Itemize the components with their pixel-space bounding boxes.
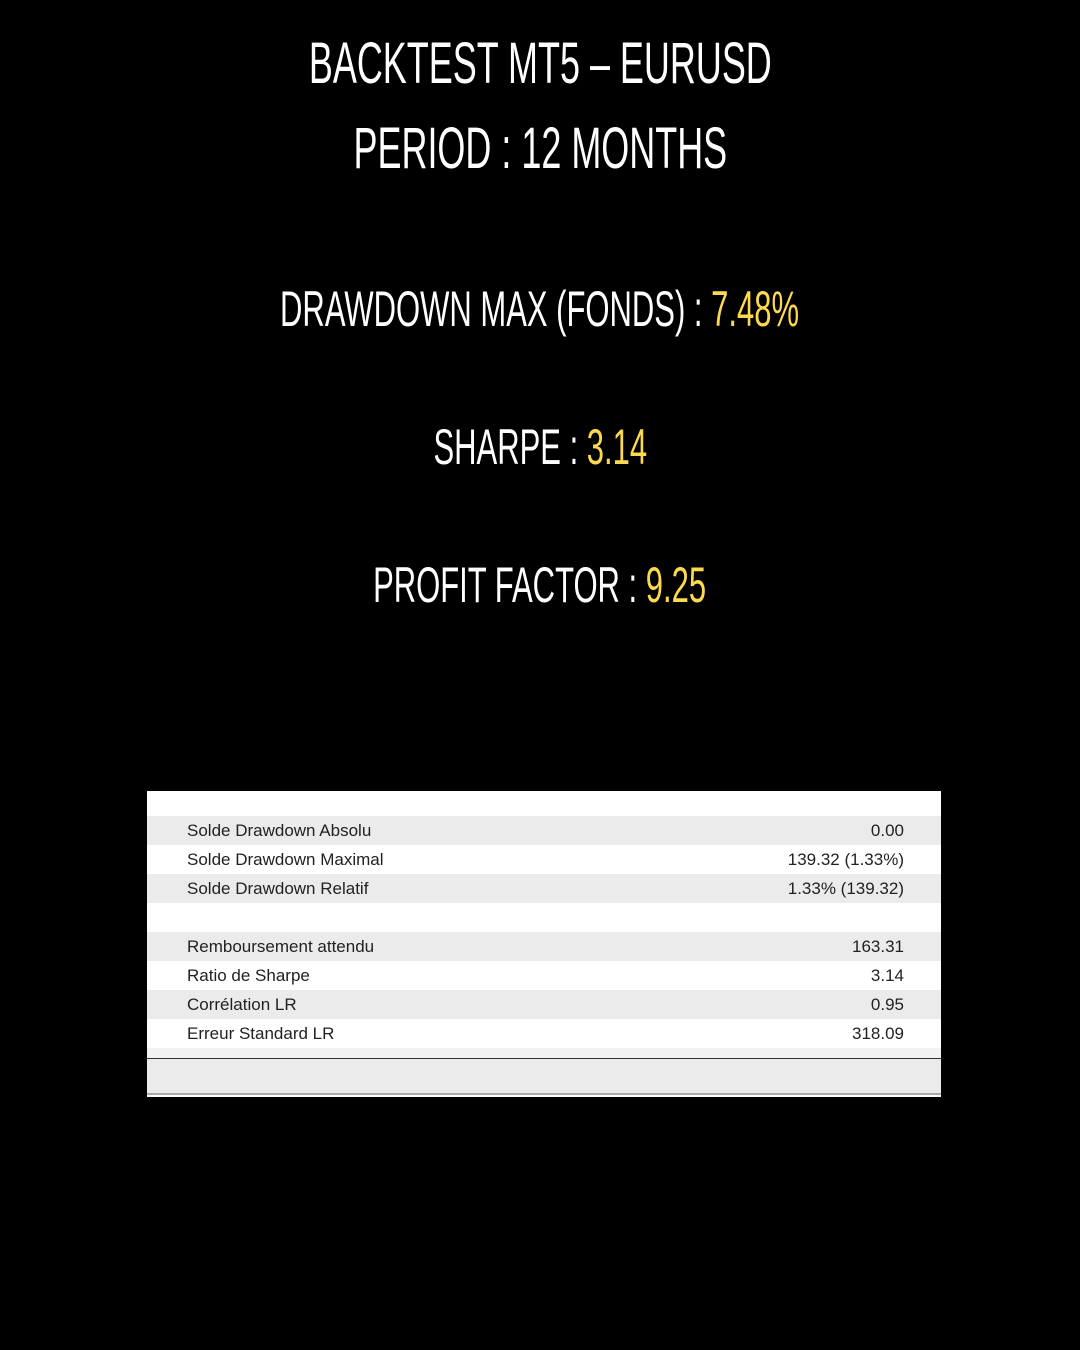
table-row: Solde Drawdown Absolu 0.00 [147, 816, 941, 845]
table-footer [147, 1058, 941, 1095]
metric-drawdown: DRAWDOWN MAX (FONDS) : 7.48% [280, 281, 800, 337]
metric-sharpe: SHARPE : 3.14 [433, 419, 647, 475]
page-title: BACKTEST MT5 – EURUSD [308, 31, 772, 96]
row-value: 0.95 [870, 995, 904, 1014]
row-value: 0.00 [870, 821, 904, 840]
row-label: Erreur Standard LR [187, 1024, 335, 1043]
row-value: 163.31 [852, 937, 904, 956]
table-row: Solde Drawdown Maximal 139.32 (1.33%) [147, 845, 941, 874]
row-label: Solde Drawdown Maximal [187, 850, 384, 869]
table-row [147, 903, 941, 932]
row-label: Corrélation LR [187, 995, 297, 1014]
row-value: 139.32 (1.33%) [787, 850, 904, 869]
table-spacer [147, 1048, 941, 1058]
metric-profit-factor: PROFIT FACTOR : 9.25 [373, 557, 707, 613]
row-value: 3.14 [870, 966, 904, 985]
table-row: Remboursement attendu 163.31 [147, 932, 941, 961]
table-row: Ratio de Sharpe 3.14 [147, 961, 941, 990]
table-row: Erreur Standard LR 318.09 [147, 1019, 941, 1048]
table-row: Solde Drawdown Relatif 1.33% (139.32) [147, 874, 941, 903]
row-value: 318.09 [852, 1024, 904, 1043]
row-label: Ratio de Sharpe [187, 966, 310, 985]
stats-table: Solde Drawdown Absolu 0.00 Solde Drawdown … [147, 791, 941, 1097]
row-label: Solde Drawdown Absolu [187, 821, 372, 840]
row-label: Solde Drawdown Relatif [187, 879, 369, 898]
table-row: Corrélation LR 0.95 [147, 990, 941, 1019]
period-subtitle: PERIOD : 12 MONTHS [353, 116, 727, 181]
row-value: 1.33% (139.32) [787, 879, 904, 898]
row-label: Remboursement attendu [187, 937, 375, 956]
